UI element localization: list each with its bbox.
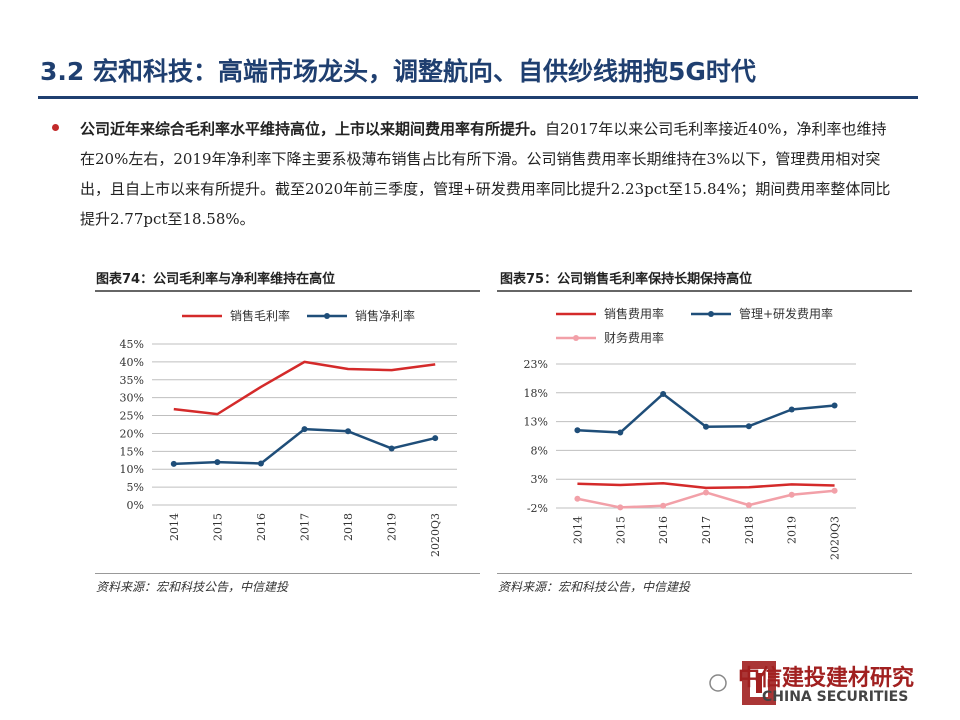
data-point <box>745 423 752 430</box>
x-tick-label: 2020Q3 <box>829 516 842 560</box>
y-tick-label: 18% <box>524 387 548 400</box>
data-point <box>703 489 709 496</box>
chart-left-source: 资料来源：宏和科技公告，中信建投 <box>96 580 289 594</box>
data-point <box>660 390 667 397</box>
x-tick-label: 2014 <box>168 513 181 541</box>
legend-label: 管理+研发费用率 <box>739 306 833 321</box>
chart-left-heading: 图表74：公司毛利率与净利率维持在高位 <box>96 272 336 287</box>
series-line <box>577 481 835 490</box>
y-tick-label: 5% <box>127 481 144 494</box>
x-tick-label: 2020Q3 <box>429 513 442 557</box>
legend-label: 销售毛利率 <box>230 308 290 323</box>
data-point <box>432 435 439 442</box>
chart-left-source-divider <box>95 573 480 574</box>
legend-label: 财务费用率 <box>604 330 664 345</box>
y-tick-label: 20% <box>120 427 144 440</box>
y-tick-label: 23% <box>524 358 548 371</box>
data-point <box>617 504 624 511</box>
x-tick-label: 2014 <box>571 516 584 544</box>
y-tick-label: 40% <box>120 356 144 369</box>
legend-label: 销售费用率 <box>604 306 664 321</box>
data-point <box>831 402 838 409</box>
x-tick-label: 2018 <box>342 513 355 541</box>
data-point <box>788 491 795 498</box>
watermark-logo <box>709 661 776 705</box>
data-point <box>617 429 624 436</box>
x-tick-label: 2015 <box>211 513 224 541</box>
data-point <box>301 426 308 433</box>
data-point <box>214 459 221 466</box>
legend-marker <box>324 313 330 319</box>
title-divider <box>38 96 918 99</box>
y-tick-label: 8% <box>531 444 548 457</box>
y-tick-label: 45% <box>120 338 144 351</box>
y-tick-label: 30% <box>120 392 144 405</box>
y-tick-label: 0% <box>127 499 144 512</box>
bullet-paragraph: 公司近年来综合毛利率水平维持高位，上市以来期间费用率有所提升。自2017年以来公… <box>80 114 900 234</box>
data-point <box>831 487 838 494</box>
y-tick-label: 25% <box>120 410 144 423</box>
x-tick-label: 2019 <box>786 516 799 544</box>
x-tick-label: 2019 <box>386 513 399 541</box>
legend-marker <box>708 311 714 317</box>
data-point <box>703 423 709 430</box>
legend-label: 销售净利率 <box>355 308 415 323</box>
y-tick-label: 35% <box>120 374 144 387</box>
data-point <box>345 428 352 435</box>
chart-right-heading: 图表75：公司销售毛利率保持长期保持高位 <box>500 272 753 287</box>
chart-right-divider <box>497 290 912 292</box>
data-point <box>170 460 177 467</box>
y-tick-label: 10% <box>120 463 144 476</box>
data-point <box>388 445 395 452</box>
chart-left-divider <box>95 290 480 292</box>
x-tick-label: 2017 <box>299 513 312 541</box>
chart-right-source: 资料来源：宏和科技公告，中信建投 <box>498 580 691 594</box>
data-point <box>660 502 667 509</box>
bullet-bold-text: 公司近年来综合毛利率水平维持高位，上市以来期间费用率有所提升。 <box>80 120 546 138</box>
watermark-text: 中信建投建材研究 <box>738 666 915 691</box>
y-tick-label: 3% <box>531 473 548 486</box>
bullet-icon <box>52 124 59 131</box>
y-tick-label: -2% <box>527 502 548 515</box>
series-line <box>173 427 436 466</box>
data-point <box>257 460 264 467</box>
data-point <box>745 502 752 509</box>
data-point <box>574 495 581 502</box>
watermark-subtext: CHINA SECURITIES <box>762 689 909 705</box>
chart-right: -2% 3% 8% 13% 18% 23% 2014 2015 2016 2017 2018 2019… <box>524 306 856 560</box>
x-tick-label: 2016 <box>657 516 670 544</box>
x-tick-label: 2018 <box>743 516 756 544</box>
x-tick-label: 2017 <box>700 516 713 544</box>
x-tick-label: 2015 <box>614 516 627 544</box>
data-point <box>788 406 795 413</box>
x-tick-label: 2016 <box>255 513 268 541</box>
data-point <box>574 427 581 434</box>
page-title: 3.2 宏和科技：高端市场龙头，调整航向、自供纱线拥抱5G时代 <box>40 57 756 86</box>
legend-marker <box>573 335 579 341</box>
y-tick-label: 13% <box>524 416 548 429</box>
chart-right-source-divider <box>497 573 912 574</box>
y-tick-label: 15% <box>120 445 144 458</box>
series-line <box>173 360 436 416</box>
bullet-rest-text: 自2017年以来公司毛利率接近40%，净利率也维持在20%左右，2019年净利率… <box>80 120 891 228</box>
chart-left: 0% 5% 10% 15% 20% 25% 30% 35% 40% 45% 2014 2015 2016… <box>120 308 457 557</box>
